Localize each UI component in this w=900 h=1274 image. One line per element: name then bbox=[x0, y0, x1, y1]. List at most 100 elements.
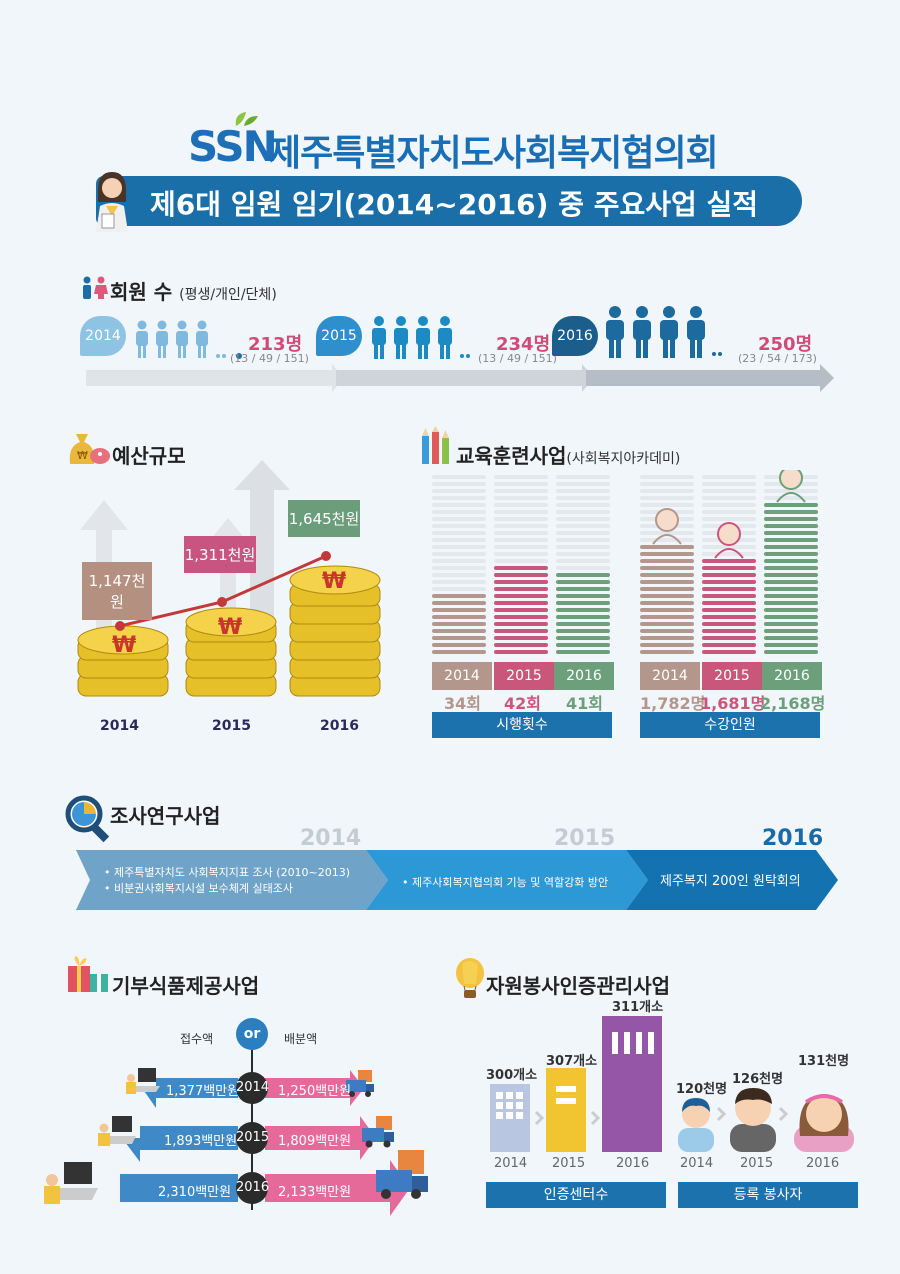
stack-stripe bbox=[764, 531, 818, 535]
research-item-2015: • 제주사회복지협의회 기능 및 역할강화 방안 bbox=[402, 876, 609, 889]
money-bag-icon: ₩ bbox=[66, 426, 112, 466]
stack-stripe bbox=[640, 629, 694, 633]
budget-title: 예산규모 bbox=[112, 444, 186, 468]
people-year-2014: 2014 bbox=[640, 662, 700, 690]
stack-stripe bbox=[556, 517, 610, 521]
volunteer-faces bbox=[676, 1086, 860, 1152]
stack-stripe bbox=[702, 482, 756, 486]
stack-stripe bbox=[640, 587, 694, 591]
stack-stripe bbox=[702, 580, 756, 584]
stack-stripe bbox=[494, 475, 548, 479]
members-count-2014: 213명 bbox=[248, 334, 303, 355]
education-sessions-chart bbox=[432, 470, 612, 658]
members-count-2015: 234명 bbox=[496, 334, 551, 355]
stack-stripe bbox=[640, 601, 694, 605]
education-title: 교육훈련사업 bbox=[456, 444, 567, 468]
stack-stripe bbox=[640, 552, 694, 556]
members-year-2015: 2015 bbox=[316, 316, 362, 356]
stack-stripe bbox=[640, 566, 694, 570]
stack-stripe bbox=[432, 594, 486, 598]
stack-stripe bbox=[432, 489, 486, 493]
person-face-icon bbox=[717, 522, 741, 546]
members-subtitle: (평생/개인/단체) bbox=[179, 287, 277, 303]
budget-year-2016: 2016 bbox=[320, 718, 359, 734]
stack-stripe bbox=[764, 489, 818, 493]
stack-stripe bbox=[556, 650, 610, 654]
stack-stripe bbox=[556, 580, 610, 584]
stack-stripe bbox=[640, 636, 694, 640]
stack-stripe bbox=[556, 545, 610, 549]
centers-year-2015: 2015 bbox=[552, 1156, 586, 1171]
food-year-2015: 2015 bbox=[236, 1122, 269, 1154]
person-face-icon bbox=[655, 508, 679, 532]
stack-stripe bbox=[640, 538, 694, 542]
members-title: 회원 수 bbox=[110, 280, 173, 304]
members-timeline bbox=[86, 364, 836, 392]
stack-stripe bbox=[556, 489, 610, 493]
stack-stripe bbox=[494, 636, 548, 640]
stack-stripe bbox=[556, 566, 610, 570]
person-icons-2016 bbox=[604, 306, 724, 360]
stack-stripe bbox=[432, 524, 486, 528]
stack-stripe bbox=[764, 573, 818, 577]
stack-stripe bbox=[640, 559, 694, 563]
laptop-person-icon bbox=[96, 1114, 136, 1148]
stack-stripe bbox=[702, 643, 756, 647]
stack-stripe bbox=[702, 622, 756, 626]
stack-stripe bbox=[702, 615, 756, 619]
stack-stripe bbox=[764, 517, 818, 521]
stack-stripe bbox=[640, 608, 694, 612]
volunteers-label: 등록 봉사자 bbox=[678, 1182, 858, 1208]
budget-tag-2014: 1,147천원 bbox=[82, 562, 152, 620]
stack-stripe bbox=[702, 475, 756, 479]
stack-stripe bbox=[556, 608, 610, 612]
stack-stripe bbox=[640, 594, 694, 598]
food-arrows bbox=[80, 1060, 440, 1220]
research-item-2016: 제주복지 200인 원탁회의 bbox=[660, 874, 801, 889]
stack-stripe bbox=[494, 622, 548, 626]
stack-stripe bbox=[432, 601, 486, 605]
stack-stripe bbox=[640, 545, 694, 549]
svg-text:₩: ₩ bbox=[218, 615, 242, 640]
stack-stripe bbox=[432, 566, 486, 570]
stack-stripe bbox=[494, 482, 548, 486]
people-value-2015: 1,681명 bbox=[700, 694, 766, 713]
stack-stripe bbox=[764, 496, 818, 500]
stack-stripe bbox=[764, 615, 818, 619]
svg-text:₩: ₩ bbox=[322, 569, 346, 594]
stack-stripe bbox=[556, 615, 610, 619]
centers-year-2014: 2014 bbox=[494, 1156, 528, 1171]
page-title: 제6대 임원 임기(2014~2016) 중 주요사업 실적 bbox=[150, 188, 759, 221]
stack-stripe bbox=[764, 524, 818, 528]
members-detail-2014: (13 / 49 / 151) bbox=[230, 352, 309, 365]
stack-stripe bbox=[432, 573, 486, 577]
stack-stripe bbox=[432, 608, 486, 612]
stack-stripe bbox=[494, 496, 548, 500]
stack-stripe bbox=[432, 622, 486, 626]
stack-stripe bbox=[556, 573, 610, 577]
stack-stripe bbox=[494, 531, 548, 535]
stack-stripe bbox=[432, 629, 486, 633]
stack-stripe bbox=[764, 594, 818, 598]
sessions-year-2014: 2014 bbox=[432, 662, 492, 690]
building-icons bbox=[486, 1016, 666, 1152]
stack-stripe bbox=[764, 608, 818, 612]
stack-stripe bbox=[556, 629, 610, 633]
volunteers-value-2016: 131천명 bbox=[798, 1054, 850, 1069]
stack-stripe bbox=[640, 615, 694, 619]
stack-stripe bbox=[556, 531, 610, 535]
members-year-2014: 2014 bbox=[80, 316, 126, 356]
stack-stripe bbox=[432, 650, 486, 654]
stack-stripe bbox=[556, 538, 610, 542]
laptop-person-icon bbox=[42, 1160, 98, 1206]
stack-stripe bbox=[556, 601, 610, 605]
centers-value-2014: 300개소 bbox=[486, 1068, 538, 1083]
members-icon bbox=[80, 276, 108, 300]
stack-stripe bbox=[702, 566, 756, 570]
gift-icon bbox=[66, 956, 110, 994]
distributed-2016: 2,133백만원 bbox=[278, 1185, 352, 1200]
stack-stripe bbox=[432, 587, 486, 591]
stack-stripe bbox=[764, 629, 818, 633]
stack-stripe bbox=[556, 503, 610, 507]
org-name: 제주특별자치도사회복지협의회 bbox=[268, 133, 719, 174]
